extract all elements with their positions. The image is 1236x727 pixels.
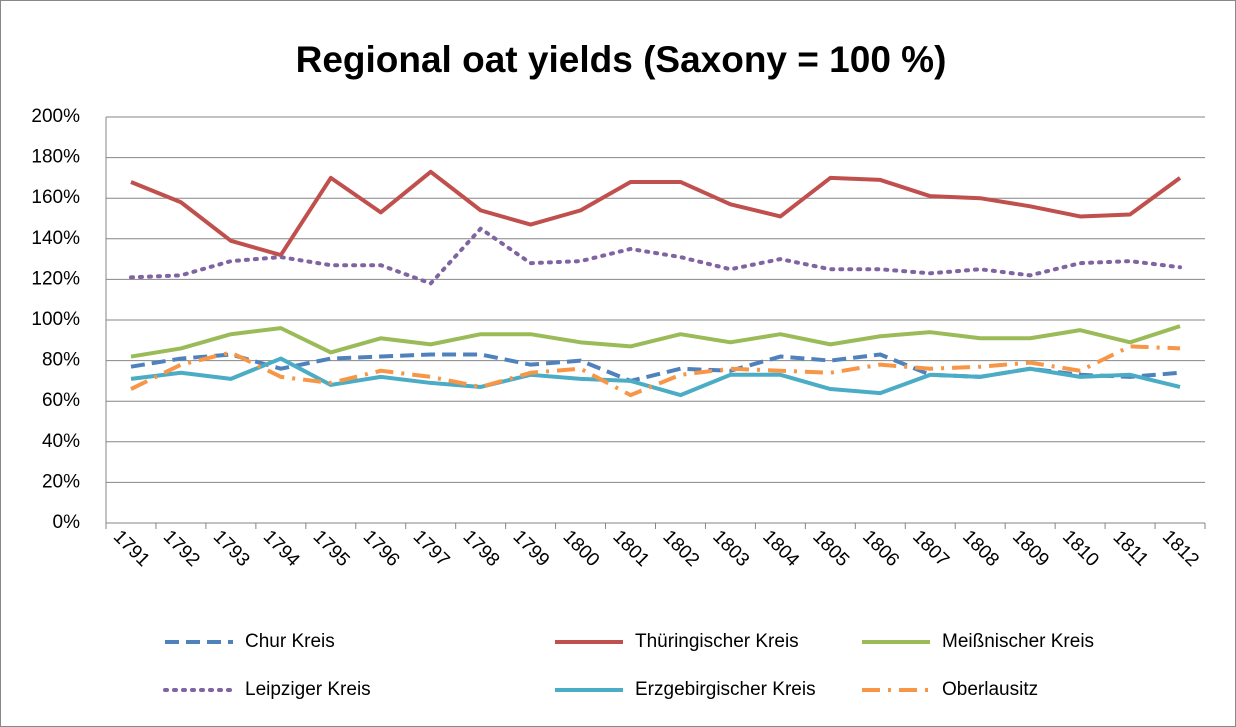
y-tick-label: 0%	[53, 512, 81, 533]
series-line	[130, 169, 1182, 258]
series-line	[130, 344, 1181, 398]
y-tick-label: 80%	[42, 350, 80, 371]
y-tick-label: 200%	[31, 106, 80, 127]
y-tick-label: 100%	[31, 309, 80, 330]
legend-label: Leipziger Kreis	[245, 679, 371, 700]
legend-label: Chur Kreis	[245, 631, 335, 652]
y-tick-label: 60%	[42, 390, 80, 411]
series-line	[130, 324, 1181, 359]
legend-label: Erzgebirgischer Kreis	[635, 679, 816, 700]
y-tick-label: 20%	[42, 471, 80, 492]
legend-label: Oberlausitz	[942, 679, 1038, 700]
legend-label: Meißnischer Kreis	[942, 631, 1094, 652]
y-tick-label: 120%	[31, 268, 80, 289]
y-tick-label: 140%	[31, 228, 80, 249]
series-line	[128, 226, 1183, 286]
y-tick-label: 180%	[31, 147, 80, 168]
series-line	[130, 356, 1181, 398]
y-tick-label: 160%	[31, 187, 80, 208]
y-tick-label: 40%	[42, 431, 80, 452]
chart-title: Regional oat yields (Saxony = 100 %)	[296, 39, 947, 80]
legend-label: Thüringischer Kreis	[635, 631, 799, 652]
